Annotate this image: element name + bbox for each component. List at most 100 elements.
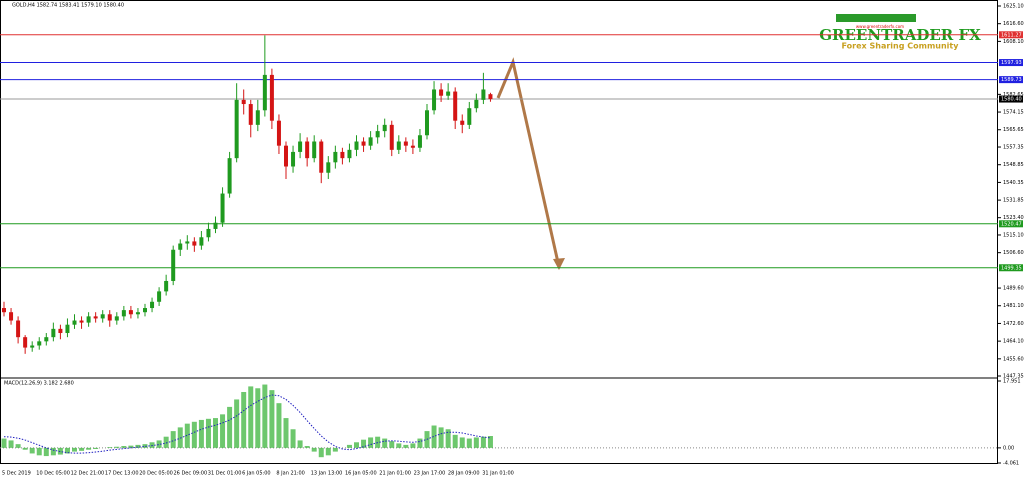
header: GOLD,H4 1582.74 1583.41 1579.10 1580.40	[12, 3, 124, 9]
macd-bar	[29, 447, 35, 454]
x-tick-label: 10 Dec 05:00	[36, 471, 70, 477]
candle-body	[439, 89, 444, 96]
candle-body	[425, 110, 429, 136]
level-box	[999, 76, 1023, 84]
candle-body	[474, 99, 479, 109]
macd-bar	[15, 444, 21, 448]
y-tick-label: 1523.40	[1003, 215, 1024, 221]
macd-bar	[438, 427, 444, 448]
candle-body	[135, 312, 140, 315]
macd-bar	[318, 447, 324, 458]
level-box	[999, 31, 1023, 39]
y-tick-label: 1557.35	[1003, 145, 1024, 151]
macd-bar	[22, 447, 28, 450]
candle-body	[312, 141, 317, 159]
level-box	[999, 95, 1023, 103]
candle-body	[446, 91, 451, 96]
x-tick-label: 16 Jan 05:00	[345, 471, 377, 477]
candle-body	[269, 74, 274, 121]
macd-bar	[50, 447, 56, 456]
candle-body	[382, 124, 387, 132]
candle-body	[488, 94, 493, 100]
x-tick-label: 17 Dec 13:00	[105, 471, 139, 477]
macd-bar	[304, 446, 310, 448]
y-tick-label: 1565.65	[1003, 127, 1024, 133]
level-box	[999, 59, 1023, 67]
candle-body	[44, 337, 49, 342]
macd-bar	[382, 438, 388, 448]
level-label: 1597.93	[1001, 60, 1022, 66]
x-tick-label: 6 Jan 05:00	[242, 471, 270, 477]
candle-body	[171, 249, 176, 281]
candle-body	[114, 316, 119, 321]
macd-bar	[368, 437, 374, 448]
macd-bar	[205, 418, 211, 448]
level-label: 1499.35	[1001, 265, 1022, 271]
macd-bar	[248, 386, 254, 448]
macd-bar	[227, 406, 233, 448]
y-tick-label: 1574.15	[1003, 110, 1024, 116]
x-tick-label: 28 Jan 09:00	[448, 471, 480, 477]
candle-body	[347, 149, 352, 159]
y-tick-label: 1506.60	[1003, 250, 1024, 256]
candle-body	[213, 222, 218, 229]
y-tick-label: 1531.85	[1003, 198, 1024, 204]
candle-body	[79, 320, 84, 323]
macd-bar	[346, 444, 352, 448]
candle-body	[234, 99, 239, 159]
x-tick-label: 5 Dec 2019	[2, 471, 31, 477]
macd-bar	[121, 446, 127, 448]
candle-body	[206, 228, 211, 238]
macd-bar	[107, 447, 113, 448]
candle-body	[354, 141, 359, 150]
macd-bar	[213, 418, 218, 448]
x-tick-label: 31 Jan 01:00	[482, 471, 514, 477]
candle-body	[432, 89, 437, 111]
macd-bar	[86, 447, 92, 450]
y-tick-label: 1548.85	[1003, 162, 1024, 168]
y-tick-label: 1515.10	[1003, 232, 1024, 238]
y-tick-label: 1608.10	[1003, 39, 1024, 45]
candle-body	[410, 145, 415, 148]
candle-body	[58, 328, 63, 334]
level-label: 1611.27	[1001, 32, 1022, 38]
candle-body	[375, 131, 380, 138]
candle-body	[16, 320, 21, 338]
macd-bar	[8, 440, 14, 448]
candle-body	[255, 110, 260, 125]
macd-bar	[396, 443, 402, 448]
candle-body	[86, 316, 91, 323]
macd-bar	[149, 442, 155, 448]
level-label: 1589.73	[1001, 77, 1022, 83]
candle-body	[460, 120, 465, 125]
macd-bar	[128, 445, 134, 448]
candle-body	[262, 74, 267, 111]
candle-body	[481, 89, 486, 100]
x-tick-label: 13 Jan 13:00	[311, 471, 343, 477]
candle-body	[227, 158, 232, 194]
level-box	[999, 264, 1023, 272]
y-tick-label: 1455.60	[1003, 356, 1024, 362]
candle-body	[100, 314, 105, 319]
candle-body	[276, 120, 281, 146]
level-label: 1520.47	[1001, 221, 1022, 227]
candle-body	[417, 135, 422, 148]
arrow-head	[553, 258, 565, 270]
macd-bar	[1, 438, 7, 448]
candle-body	[298, 141, 303, 152]
candle-body	[107, 314, 112, 321]
macd-bar	[163, 436, 169, 448]
candle-body	[23, 337, 28, 348]
candle-body	[37, 341, 42, 346]
candle-body	[199, 237, 204, 246]
x-tick-label: 26 Dec 09:00	[174, 471, 208, 477]
y-tick-label: 1616.60	[1003, 21, 1024, 27]
macd-tick-label: 0.00	[1003, 445, 1014, 451]
candle-body	[150, 301, 155, 309]
candle-body	[72, 320, 77, 325]
candle-body	[396, 141, 401, 150]
level-box	[999, 220, 1023, 228]
macd-bar	[311, 447, 317, 452]
candle-body	[121, 310, 126, 317]
candle-body	[65, 324, 70, 334]
